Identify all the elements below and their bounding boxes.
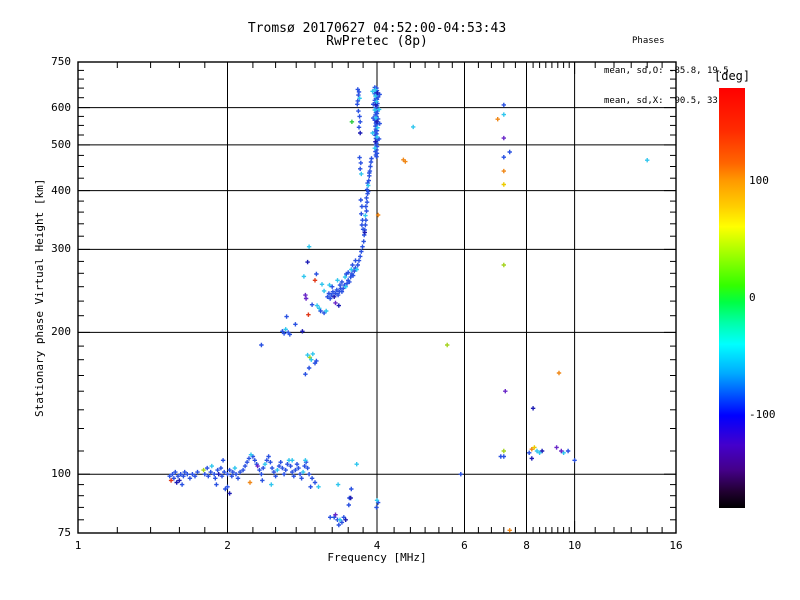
scatter-points-c <box>209 87 650 522</box>
phases-heading: Phases <box>632 36 665 46</box>
scatter-points-yg <box>201 262 506 473</box>
phases-x-mode-stats: mean, sd,X: 90.5, 33.9 <box>604 96 729 106</box>
x-tick-label: 2 <box>224 539 231 552</box>
colorbar-tick-label: 0 <box>749 291 756 304</box>
y-tick-label: 400 <box>51 183 71 197</box>
scatter-points-r <box>168 278 318 483</box>
scatter-points-y <box>501 182 537 450</box>
x-tick-label: 10 <box>568 539 582 552</box>
y-tick-label: 100 <box>51 467 71 481</box>
scatter-points-p <box>255 135 564 517</box>
colorbar-gradient <box>719 88 745 508</box>
scatter-points-g <box>349 119 355 124</box>
colorbar-tick-label: -100 <box>749 407 776 421</box>
y-tick-label: 300 <box>51 242 71 256</box>
y-tick-label: 750 <box>51 55 71 68</box>
colorbar-title: [deg] <box>714 69 751 83</box>
y-tick-label: 600 <box>51 100 71 114</box>
y-tick-label: 500 <box>51 137 71 151</box>
scatter-points-db <box>174 90 545 522</box>
scatter-points-o <box>247 117 562 533</box>
x-tick-label: 8 <box>523 539 530 552</box>
phases-stats-block: Phases mean, sd,O: -85.8, 19.5 mean, sd,… <box>604 16 729 126</box>
x-tick-label: 16 <box>669 539 683 552</box>
y-tick-label: 200 <box>51 325 71 339</box>
y-tick-label: 75 <box>57 526 71 539</box>
page-subtitle: RwPretec (8p) <box>326 34 428 49</box>
x-tick-label: 1 <box>74 539 82 552</box>
phases-o-mode-stats: mean, sd,O: -85.8, 19.5 <box>604 66 729 76</box>
x-tick-label: 6 <box>461 539 468 552</box>
page-title: Tromsø 20170627 04:52:00-04:53:43 <box>247 21 507 36</box>
colorbar-tick-label: 100 <box>749 174 769 188</box>
x-axis-title: Frequency [MHz] <box>327 551 427 564</box>
x-tick-label: 4 <box>373 539 381 552</box>
scatter-points-b <box>167 85 577 528</box>
y-axis-title: Stationary phase Virtual Height [km] <box>33 178 46 417</box>
